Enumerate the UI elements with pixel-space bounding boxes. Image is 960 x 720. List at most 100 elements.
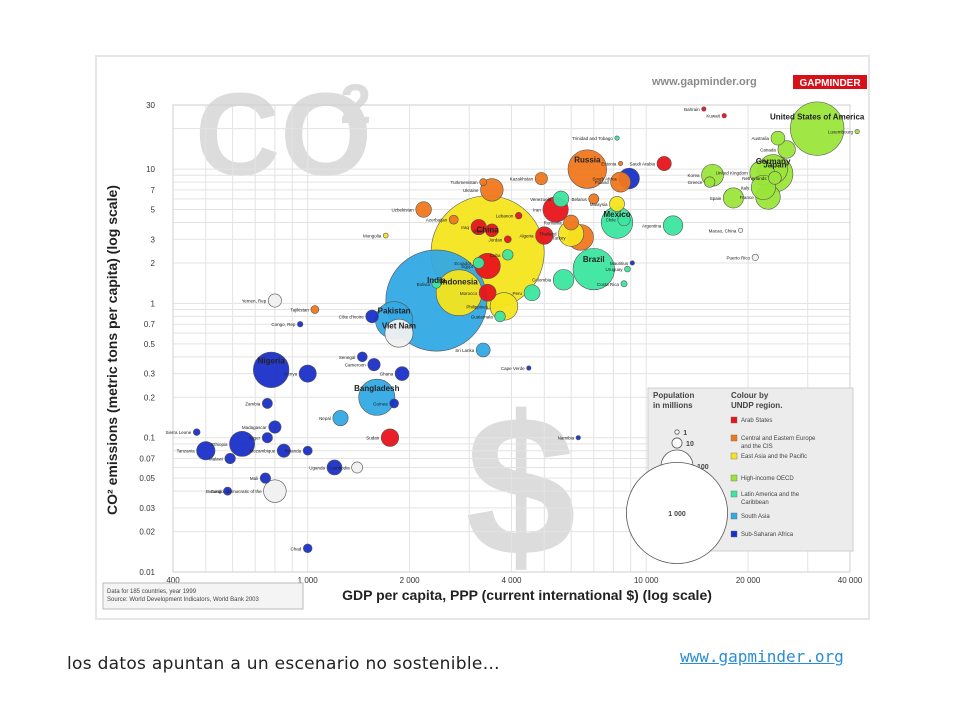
y-tick-label: 7 xyxy=(151,186,156,195)
bubble-label: Burundi xyxy=(206,489,222,494)
bubble-label: Pakistan xyxy=(378,307,411,316)
legend-region-label: Arab States xyxy=(741,418,772,424)
legend-pop-circle xyxy=(671,437,683,449)
bubble xyxy=(259,472,271,484)
x-tick-label: 4 000 xyxy=(501,576,522,585)
bubble xyxy=(662,215,684,236)
bubble xyxy=(326,459,343,476)
bubble xyxy=(297,321,304,328)
bubble xyxy=(253,351,290,388)
bubble xyxy=(448,214,459,225)
bubble-label: Italy xyxy=(741,185,750,190)
bubble-label: Syria xyxy=(473,228,484,233)
bubble-label: Venezuela xyxy=(530,197,552,202)
gapminder-site-label: www.gapminder.org xyxy=(651,76,757,88)
bubble-label: Sri Lanka xyxy=(455,348,475,353)
y-tick-label: 0.1 xyxy=(144,434,156,443)
bubble-label: South Africa xyxy=(592,177,617,182)
bubbles: China India United States of America Indone… xyxy=(166,101,865,554)
bubble-label: Tajikistan xyxy=(290,308,309,313)
bubble-label: China xyxy=(476,226,499,235)
y-tick-label: 0.3 xyxy=(144,370,156,379)
bubble-label: Congo, Democratic of the xyxy=(211,489,263,494)
bubble xyxy=(502,249,514,261)
legend-region-swatch xyxy=(730,512,738,520)
y-tick-label: 0.07 xyxy=(139,454,155,463)
gapminder-brand-badge xyxy=(793,75,867,89)
bubble xyxy=(617,213,631,227)
bubble xyxy=(563,214,579,231)
bubble xyxy=(656,156,672,171)
legend-pop-label: 1 xyxy=(683,430,687,437)
bubble xyxy=(224,452,236,465)
bubble-label: Congo, Rep xyxy=(271,322,296,327)
gapminder-brand: GAPMINDER xyxy=(799,78,861,89)
bubble-label: Bahrain xyxy=(684,107,700,112)
bubble-label: Kazakhstan xyxy=(510,177,534,182)
bubble-label: Nepal xyxy=(319,416,331,421)
bubble xyxy=(552,269,575,291)
bubble-label: Indonesia xyxy=(440,278,478,287)
bubble-label: Spain xyxy=(710,196,722,201)
legend-pop-label: 10 xyxy=(686,441,694,448)
legend-region-label: Central and Eastern Europe xyxy=(741,436,816,442)
bubble-label: Peru xyxy=(513,291,523,296)
bubble-label: Japan xyxy=(763,161,786,170)
co2-gdp-bubble-chart: CO 2 $ 400 1 000 2 000 4 000 10 000 20 000 40 … xyxy=(95,55,870,620)
bubble-label: Luxembourg xyxy=(828,130,854,135)
bubble-label: Romania xyxy=(544,221,563,226)
legend-region-swatch xyxy=(730,416,738,424)
bubble xyxy=(229,430,255,457)
bubble-label: Guatemala xyxy=(471,314,494,319)
bubble xyxy=(701,106,707,112)
bubble-label: France xyxy=(740,195,755,200)
bubble xyxy=(854,129,860,135)
bubble-label: Belarus xyxy=(571,197,587,202)
legend-region-swatch xyxy=(730,434,738,442)
legend-pop-circle xyxy=(674,429,680,435)
bubble xyxy=(515,212,523,220)
bubble xyxy=(380,428,400,447)
bubble-label: Puerto Rico xyxy=(727,255,751,260)
watermark-dollar: $ xyxy=(465,375,576,598)
bubble xyxy=(629,260,635,266)
gapminder-link[interactable]: www.gapminder.org xyxy=(680,647,844,666)
bubble xyxy=(472,257,485,269)
bubble-label: Namibia xyxy=(558,436,575,441)
bubble-label: Brazil xyxy=(583,255,605,264)
y-axis-title: CO² emissions (metric tons per capita) (… xyxy=(104,185,120,515)
bubble-label: Kenya xyxy=(284,372,297,377)
bubble xyxy=(389,398,399,409)
chart-svg: CO 2 $ 400 1 000 2 000 4 000 10 000 20 000 40 … xyxy=(95,55,870,620)
bubble-label: Mozambique xyxy=(249,449,275,454)
bubble-label: Argentina xyxy=(642,224,662,229)
bubble xyxy=(609,196,625,212)
bubble-label: Thailand xyxy=(539,232,557,237)
bubble xyxy=(415,201,432,218)
bubble xyxy=(394,366,410,381)
watermark-co2: CO xyxy=(195,69,372,201)
bubble xyxy=(367,358,381,372)
bubble-label: Korea xyxy=(688,173,701,178)
bubble-label: Ukraine xyxy=(463,188,479,193)
bubble xyxy=(575,435,581,441)
bubble-label: Côte d'Ivoire xyxy=(339,314,365,319)
watermark-co2-subscript: 2 xyxy=(340,72,371,135)
bubble-label: Kuwait xyxy=(706,114,720,119)
legend-region-title-1: Colour by xyxy=(731,391,769,400)
bubble xyxy=(332,410,349,427)
bubble-label: Colombia xyxy=(532,278,552,283)
bubble xyxy=(494,310,506,323)
legend-pop-circle xyxy=(626,462,728,564)
legend-pop-label: 1 000 xyxy=(668,511,686,518)
bubble-label: Tanzania xyxy=(177,449,196,454)
bubble xyxy=(261,432,273,444)
y-tick-label: 0.5 xyxy=(144,340,156,349)
bubble xyxy=(614,135,620,141)
bubble xyxy=(310,305,320,314)
bubble-label: Cape Verde xyxy=(501,366,525,371)
bubble xyxy=(738,227,744,233)
watermark: CO 2 $ xyxy=(195,69,576,598)
bubble xyxy=(624,265,631,273)
bubble-label: Iraq xyxy=(461,225,469,230)
